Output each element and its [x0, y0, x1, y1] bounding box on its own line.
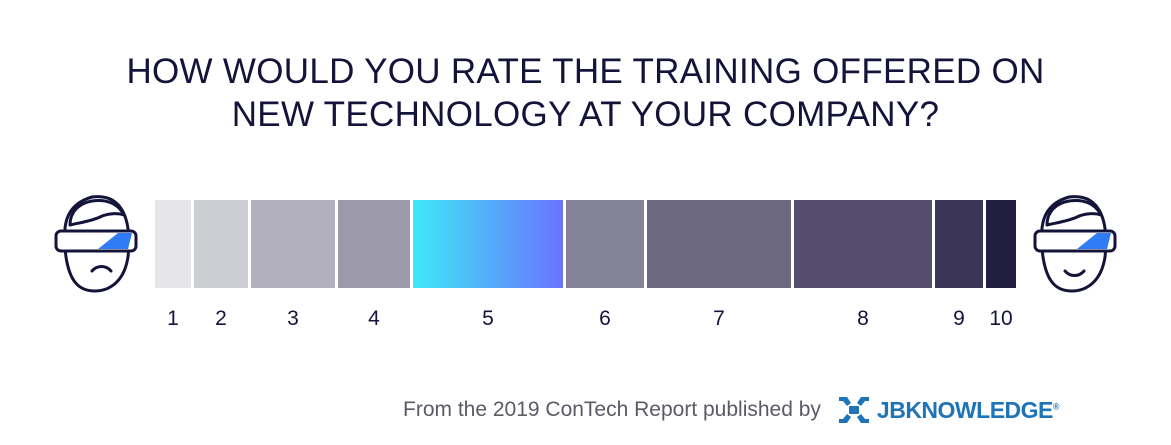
rating-segment-8	[794, 200, 932, 288]
rating-label-10: 10	[989, 307, 1012, 330]
rating-label-5: 5	[482, 307, 494, 330]
rating-label-6: 6	[599, 307, 611, 330]
rating-segment-7	[647, 200, 791, 288]
happy-vr-headset-face-icon	[1033, 195, 1117, 293]
registered-mark: ®	[1052, 400, 1060, 411]
logo-text: JBKNOWLEDGE	[876, 396, 1053, 423]
rating-segment-4	[338, 200, 410, 288]
logo-wordmark: JBKNOWLEDGE®	[876, 396, 1060, 424]
rating-label-2: 2	[215, 307, 227, 330]
rating-label-4: 4	[368, 307, 380, 330]
rating-label-1: 1	[167, 307, 179, 330]
rating-segment-6	[566, 200, 644, 288]
chart-title: HOW WOULD YOU RATE THE TRAINING OFFERED …	[0, 50, 1171, 136]
rating-label-8: 8	[857, 307, 869, 330]
rating-segment-1	[155, 200, 191, 288]
unhappy-vr-headset-face-icon	[54, 195, 138, 293]
rating-label-7: 7	[713, 307, 725, 330]
rating-label-3: 3	[287, 307, 299, 330]
chart-title-line-2: NEW TECHNOLOGY AT YOUR COMPANY?	[231, 95, 940, 134]
rating-segment-3	[251, 200, 335, 288]
rating-label-9: 9	[953, 307, 965, 330]
jbknowledge-logo: JBKNOWLEDGE®	[837, 394, 1060, 426]
rating-segment-10	[986, 200, 1016, 288]
rating-segment-5	[413, 200, 563, 288]
rating-tick-labels: 1 2 3 4 5 6 7 8 9 10	[167, 307, 1013, 330]
rating-segments	[155, 200, 1016, 288]
source-text: From the 2019 ConTech Report published b…	[403, 398, 821, 421]
jbknowledge-logo-icon	[838, 397, 869, 423]
rating-segment-2	[194, 200, 248, 288]
chart-title-line-1: HOW WOULD YOU RATE THE TRAINING OFFERED …	[126, 52, 1045, 91]
rating-segment-9	[935, 200, 983, 288]
source-footer: From the 2019 ConTech Report published b…	[403, 394, 1060, 426]
